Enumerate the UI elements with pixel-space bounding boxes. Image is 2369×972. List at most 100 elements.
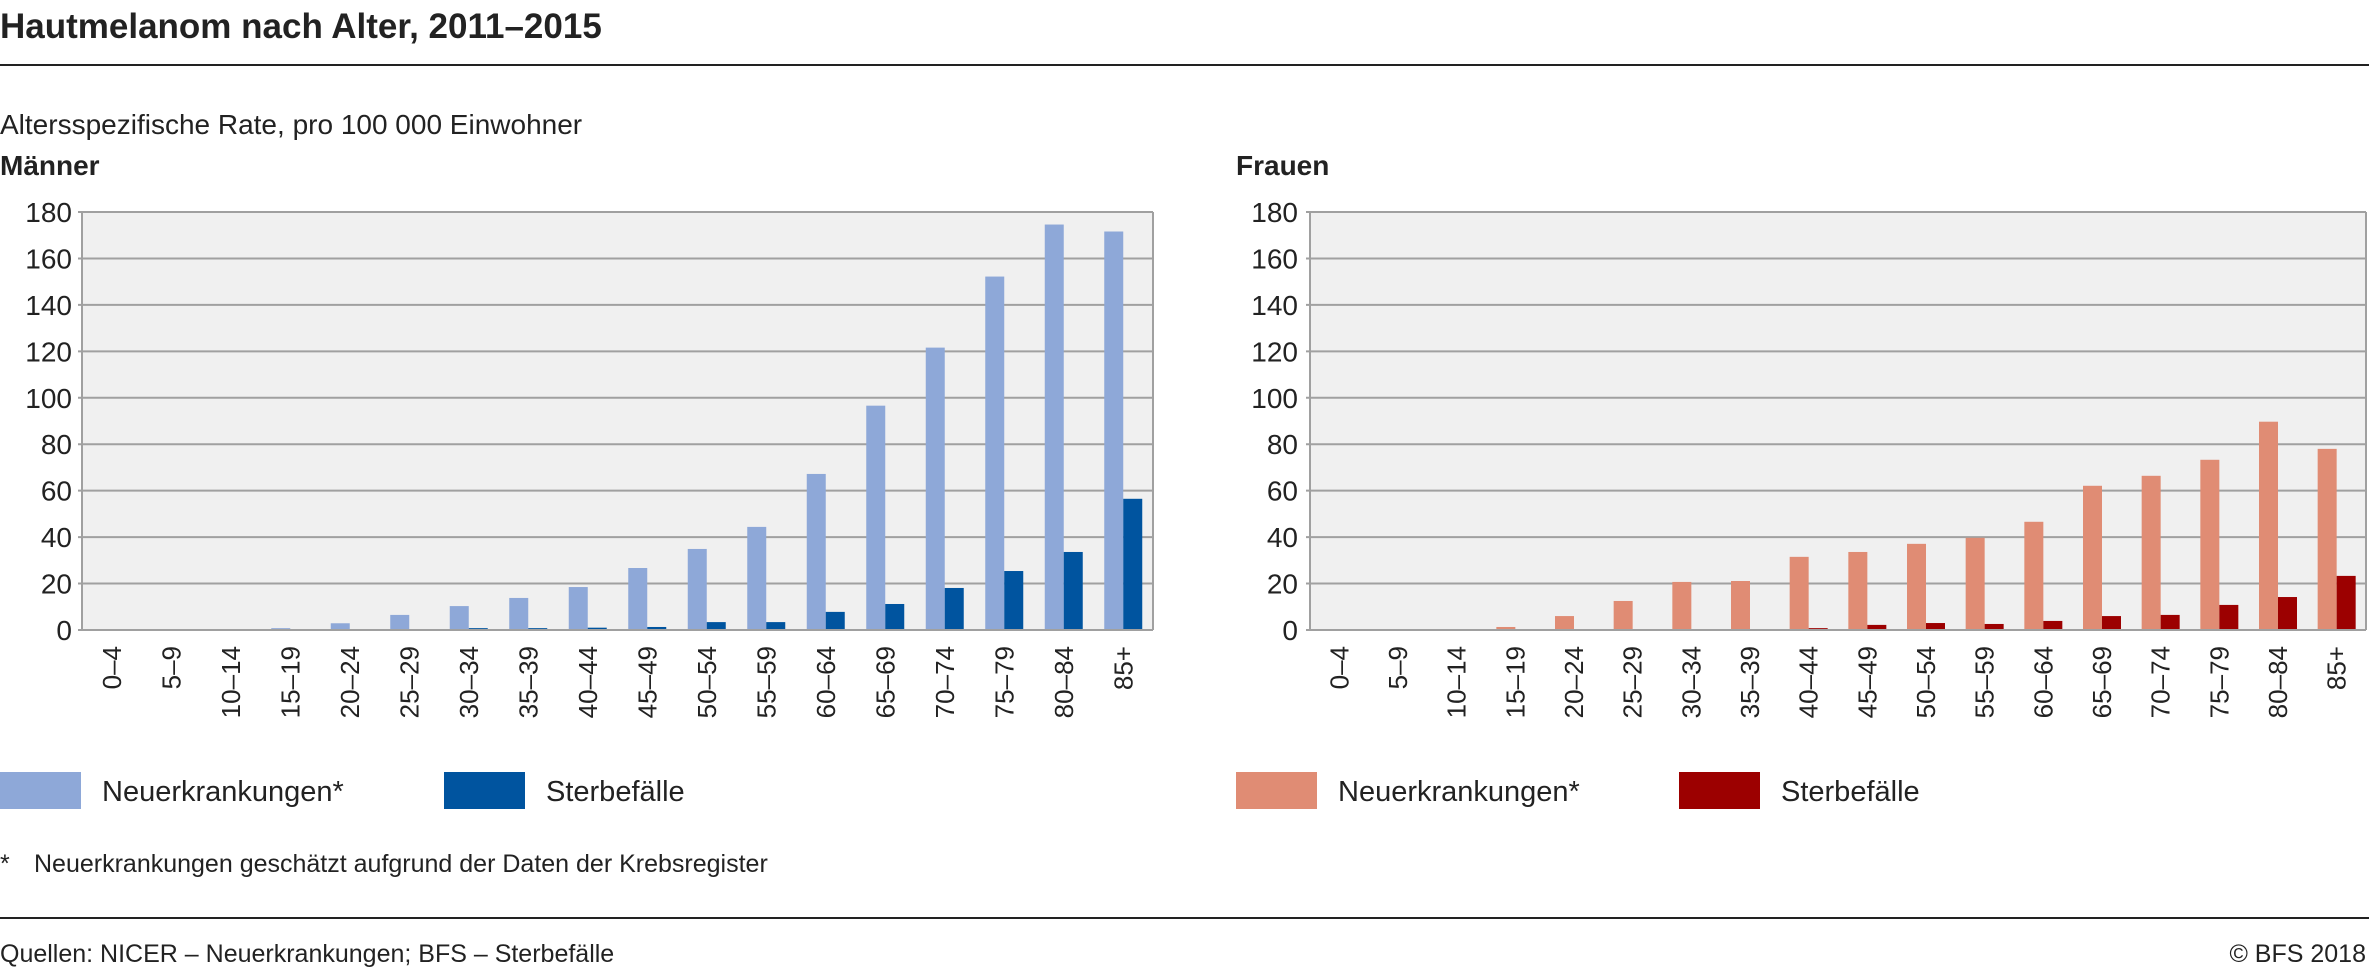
legend-swatch	[1679, 772, 1760, 809]
x-tick-label: 15–19	[275, 646, 305, 718]
legend-label: Neuerkrankungen*	[102, 776, 344, 808]
bar-neuerkrankungen	[330, 623, 350, 630]
bar-neuerkrankungen	[687, 548, 707, 630]
x-tick-label: 60–64	[811, 646, 841, 718]
y-tick-label: 140	[25, 290, 72, 321]
x-tick-label: 15–19	[1500, 646, 1530, 718]
y-tick-label: 20	[1267, 569, 1298, 600]
x-tick-label: 40–44	[1794, 646, 1824, 718]
x-tick-label: 0–4	[97, 646, 127, 689]
bar-sterbefaelle	[1123, 498, 1143, 630]
x-tick-label: 5–9	[156, 646, 186, 689]
bar-neuerkrankungen	[2317, 448, 2337, 630]
x-tick-label: 5–9	[1383, 646, 1413, 689]
y-tick-label: 140	[1251, 290, 1298, 321]
x-tick-label: 20–24	[335, 646, 365, 718]
x-tick-label: 45–49	[632, 646, 662, 718]
x-tick-label: 45–49	[1852, 646, 1882, 718]
bar-sterbefaelle	[2219, 604, 2239, 630]
bar-sterbefaelle	[766, 622, 786, 630]
bar-neuerkrankungen	[628, 567, 648, 630]
x-tick-label: 50–54	[1911, 646, 1941, 718]
bar-sterbefaelle	[825, 611, 845, 630]
legend-item: Neuerkrankungen*	[0, 772, 344, 809]
bar-sterbefaelle	[2278, 597, 2297, 630]
x-tick-label: 75–79	[2204, 646, 2234, 718]
panel-title: Männer	[0, 150, 100, 181]
y-tick-label: 160	[25, 243, 72, 274]
x-tick-label: 35–39	[1735, 646, 1765, 718]
bar-neuerkrankungen	[1789, 556, 1809, 630]
bar-neuerkrankungen	[2024, 521, 2044, 630]
bar-neuerkrankungen	[1965, 537, 1985, 630]
x-tick-label: 85+	[1108, 646, 1138, 690]
bar-neuerkrankungen	[568, 587, 588, 630]
bar-neuerkrankungen	[806, 473, 826, 630]
bar-sterbefaelle	[2043, 620, 2063, 630]
y-tick-label: 100	[25, 383, 72, 414]
x-tick-label: 70–74	[2146, 646, 2176, 718]
legend-label: Sterbefälle	[546, 776, 685, 808]
sources: Quellen: NICER – Neuerkrankungen; BFS – …	[0, 940, 614, 968]
bar-sterbefaelle	[587, 627, 607, 630]
y-tick-label: 120	[1251, 336, 1298, 367]
bar-sterbefaelle	[1063, 551, 1083, 630]
bar-sterbefaelle	[2102, 616, 2121, 630]
bar-sterbefaelle	[706, 622, 726, 630]
legend-item: Neuerkrankungen*	[1236, 772, 1580, 809]
x-tick-label: 75–79	[989, 646, 1019, 718]
bar-sterbefaelle	[2336, 575, 2356, 630]
x-tick-label: 10–14	[216, 646, 246, 718]
x-tick-label: 55–59	[1970, 646, 2000, 718]
legend-swatch	[444, 772, 525, 809]
x-tick-label: 85+	[2322, 646, 2352, 690]
bar-neuerkrankungen	[2083, 485, 2102, 630]
legend-item: Sterbefälle	[1679, 772, 1920, 809]
plot-area	[82, 212, 1153, 630]
copyright: © BFS 2018	[2229, 940, 2366, 968]
y-tick-label: 180	[25, 197, 72, 228]
legend-item: Sterbefälle	[444, 772, 685, 809]
panel-title: Frauen	[1236, 150, 1329, 181]
legend-label: Neuerkrankungen*	[1338, 776, 1580, 808]
bar-neuerkrankungen	[1044, 224, 1064, 631]
bar-sterbefaelle	[885, 603, 905, 630]
chart-women: Frauen 0 20 40 60 80 100 120 140 160 180 0–4 5–9 10–1…	[1236, 150, 2367, 809]
bar-neuerkrankungen	[449, 606, 469, 630]
bar-neuerkrankungen	[390, 614, 410, 630]
x-tick-label: 70–74	[930, 646, 960, 718]
x-tick-label: 25–29	[1618, 646, 1648, 718]
bar-neuerkrankungen	[2141, 475, 2161, 630]
footnote: Neuerkrankungen geschätzt aufgrund der D…	[34, 850, 768, 878]
y-tick-label: 80	[41, 429, 72, 460]
x-tick-label: 30–34	[454, 646, 484, 718]
bar-sterbefaelle	[944, 587, 964, 630]
chart-men: Männer 0 20 40 60 80 100 120 140 160 180 0–4 5–9 10–1…	[0, 150, 1154, 809]
bar-sterbefaelle	[1984, 623, 2004, 630]
bar-neuerkrankungen	[1555, 616, 1574, 630]
bar-neuerkrankungen	[1731, 581, 1750, 630]
legend-swatch	[1236, 772, 1317, 809]
bar-neuerkrankungen	[1496, 626, 1516, 630]
y-tick-label: 120	[25, 336, 72, 367]
bar-sterbefaelle	[2160, 614, 2180, 630]
bar-sterbefaelle	[1004, 571, 1024, 630]
y-tick-label: 20	[41, 569, 72, 600]
legend-swatch	[0, 772, 81, 809]
x-tick-label: 50–54	[692, 646, 722, 718]
x-tick-label: 80–84	[1049, 646, 1079, 718]
bar-neuerkrankungen	[2200, 459, 2220, 630]
footnote-marker: *	[0, 850, 10, 878]
x-tick-label: 80–84	[2263, 646, 2293, 718]
bar-neuerkrankungen	[2259, 421, 2278, 630]
y-tick-label: 40	[41, 522, 72, 553]
bar-neuerkrankungen	[509, 597, 529, 630]
x-tick-label: 60–64	[2028, 646, 2058, 718]
y-tick-label: 0	[1282, 615, 1298, 646]
bar-neuerkrankungen	[1104, 231, 1124, 631]
x-tick-label: 0–4	[1324, 646, 1354, 689]
bar-neuerkrankungen	[747, 526, 767, 630]
bar-neuerkrankungen	[1672, 581, 1692, 630]
bar-neuerkrankungen	[925, 347, 945, 630]
bar-sterbefaelle	[1867, 624, 1887, 630]
